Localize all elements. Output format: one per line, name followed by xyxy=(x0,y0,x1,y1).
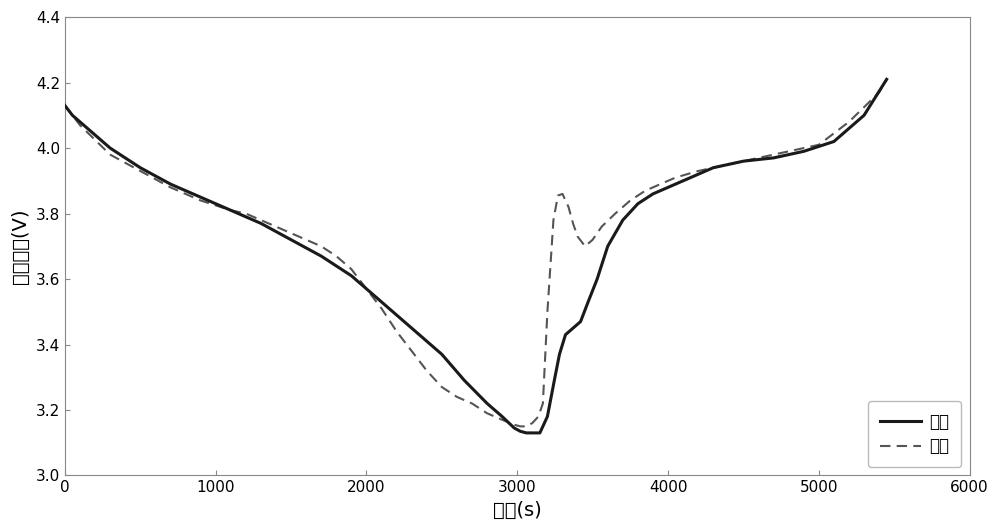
模拟 xyxy=(195,194,207,200)
模拟 xyxy=(225,207,237,213)
模拟 xyxy=(59,102,71,109)
模拟 xyxy=(798,148,810,155)
模拟 xyxy=(582,299,594,305)
模拟 xyxy=(541,413,553,419)
模拟 xyxy=(345,272,357,279)
模拟 xyxy=(567,325,579,331)
模拟 xyxy=(496,413,508,419)
模拟 xyxy=(828,139,840,145)
模拟 xyxy=(285,236,297,243)
实验 xyxy=(881,76,893,82)
模拟 xyxy=(134,165,146,171)
实验 xyxy=(547,217,559,224)
Line: 实验: 实验 xyxy=(65,79,887,426)
模拟 xyxy=(255,220,267,227)
Legend: 模拟, 实验: 模拟, 实验 xyxy=(868,401,961,467)
模拟 xyxy=(82,125,94,132)
实验 xyxy=(270,224,282,230)
实验 xyxy=(59,102,71,109)
模拟 xyxy=(549,374,561,380)
模拟 xyxy=(692,171,704,177)
模拟 xyxy=(164,181,176,187)
模拟 xyxy=(662,184,674,191)
模拟 xyxy=(768,155,780,161)
模拟 xyxy=(534,430,546,436)
Y-axis label: 电压变化(V): 电压变化(V) xyxy=(11,209,30,284)
模拟 xyxy=(881,76,893,82)
模拟 xyxy=(315,253,327,259)
实验 xyxy=(514,423,526,430)
模拟 xyxy=(526,430,538,436)
模拟 xyxy=(632,201,644,207)
模拟 xyxy=(677,178,689,184)
模拟 xyxy=(602,243,614,250)
模拟 xyxy=(520,430,532,436)
模拟 xyxy=(104,145,116,151)
模拟 xyxy=(858,112,870,118)
模拟 xyxy=(376,299,388,305)
X-axis label: 时间(s): 时间(s) xyxy=(493,501,542,520)
Line: 模拟: 模拟 xyxy=(65,79,887,433)
实验 xyxy=(537,400,549,407)
模拟 xyxy=(406,325,418,331)
模拟 xyxy=(436,351,448,357)
模拟 xyxy=(707,165,719,171)
模拟 xyxy=(559,331,571,338)
实验 xyxy=(436,384,448,390)
模拟 xyxy=(481,400,493,407)
模拟 xyxy=(458,378,470,384)
模拟 xyxy=(591,276,603,282)
模拟 xyxy=(617,217,629,224)
模拟 xyxy=(737,158,749,165)
实验 xyxy=(572,233,584,239)
模拟 xyxy=(66,112,78,118)
实验 xyxy=(552,192,564,199)
模拟 xyxy=(514,428,526,434)
模拟 xyxy=(508,425,520,431)
模拟 xyxy=(647,191,659,197)
模拟 xyxy=(553,351,565,357)
模拟 xyxy=(575,319,587,325)
